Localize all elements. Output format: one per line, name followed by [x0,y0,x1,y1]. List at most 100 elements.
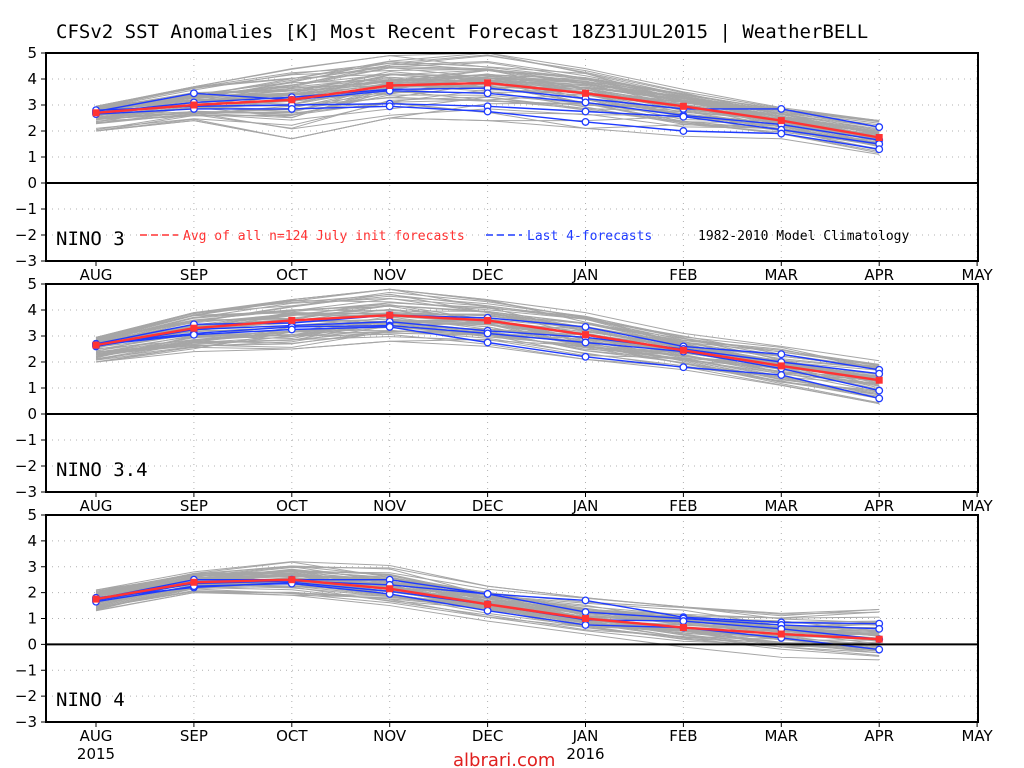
last4-forecast-point [875,145,884,154]
x-tick-label: JAN [572,727,599,745]
last4-forecast-point [483,329,492,338]
last4-forecast-point [287,104,296,113]
ensemble-member-line [95,288,880,370]
y-tick-label: 3 [27,558,37,576]
x-tick-label: APR [864,727,894,745]
last4-forecast-point [581,352,590,361]
ensemble-low-line [95,117,880,155]
x-tick-label: FEB [669,727,697,745]
y-tick-label: −3 [15,483,37,501]
last4-forecast-point [875,624,884,633]
avg-forecast-point [484,600,492,608]
y-tick-label: 3 [27,327,37,345]
x-tick-label: OCT [276,497,308,515]
avg-forecast-point [92,595,100,603]
x-tick-label: MAY [961,266,993,284]
avg-forecast-point [288,576,296,584]
last4-forecast-point [581,338,590,347]
last4-forecast-point [875,645,884,654]
last4-forecast-point [581,98,590,107]
last4-forecast-point [581,322,590,331]
x-tick-label: MAR [764,266,798,284]
last4-forecast-point [287,325,296,334]
x-tick-label: NOV [373,727,407,745]
avg-forecast-point [777,362,785,370]
ensemble-member-line [95,77,880,141]
y-tick-label: −2 [15,226,37,244]
ensemble-member-line [95,591,880,657]
y-tick-label: −3 [15,713,37,731]
y-tick-label: −1 [15,200,37,218]
chart-title: CFSv2 SST Anomalies [K] Most Recent Fore… [56,21,868,43]
panel-label: NINO 3.4 [56,459,148,481]
x-tick-label: OCT [276,727,308,745]
x-tick-label: DEC [472,727,504,745]
avg-forecast-point [679,346,687,354]
last4-forecast-point [385,102,394,111]
last4-forecast-point [777,371,786,379]
avg-forecast-point [582,89,589,97]
legend-avg-label: Avg of all n=124 July init forecasts [183,229,465,244]
avg-forecast-point [386,585,394,593]
avg-forecast-point [190,101,198,109]
x-tick-label: DEC [472,266,504,284]
last4-forecast-point [777,350,786,359]
ensemble-member-line [95,291,880,370]
y-tick-label: 2 [27,122,37,140]
ensemble-member-line [95,55,880,129]
avg-forecast-point [777,630,785,638]
avg-forecast-point [288,316,296,324]
avg-forecast-point [288,96,296,104]
x-tick-label: AUG [80,266,113,284]
avg-forecast-point [190,578,198,586]
y-tick-label: −2 [15,457,37,475]
y-tick-label: −1 [15,431,37,449]
year-label: 2015 [77,745,115,763]
x-tick-label: APR [864,497,894,515]
last4-forecast-point [777,104,786,113]
x-tick-label: FEB [669,266,697,284]
y-tick-label: 0 [27,405,37,423]
last4-forecast-point [581,621,590,629]
x-tick-label: APR [864,266,894,284]
last4-forecast-point [875,394,884,403]
ensemble-member-line [95,54,880,135]
watermark-text: albrari.com [453,750,555,768]
y-tick-label: 5 [27,506,37,524]
x-tick-label: AUG [80,727,113,745]
x-tick-label: DEC [472,497,504,515]
x-tick-label: NOV [373,266,407,284]
year-label: 2016 [566,745,604,763]
last4-forecast-point [875,369,884,378]
avg-forecast-point [679,102,687,110]
last4-forecast-point [483,589,492,598]
x-tick-label: SEP [180,497,208,515]
last4-forecast-point [483,107,492,116]
avg-forecast-point [484,79,492,87]
y-tick-label: 0 [27,635,37,653]
last4-forecast-point [875,386,884,395]
avg-forecast-point [190,324,198,332]
avg-forecast-point [484,316,492,324]
ensemble-member-line [95,60,880,140]
y-tick-label: 1 [27,148,37,166]
y-tick-label: 1 [27,379,37,397]
x-tick-label: JAN [572,266,599,284]
panel-2: −3 −2 −1 0 1 2 3 4 5 AUG SEP OCT NOV DEC JAN FEB MAR APR M… [15,275,994,515]
last4-forecast-point [679,112,688,121]
y-tick-label: 5 [27,275,37,293]
panel-1: −3 −2 −1 0 1 2 3 4 5 AUG SEP OCT NOV DEC JAN FEB MAR APR M… [15,44,994,284]
y-tick-label: 0 [27,174,37,192]
avg-forecast-point [875,635,883,643]
ensemble-high-line [95,561,880,614]
last4-forecast-point [581,608,590,616]
last4-forecast-point [679,127,688,135]
avg-forecast-point [582,331,589,339]
x-tick-label: MAY [961,727,993,745]
y-tick-label: −1 [15,661,37,679]
x-tick-label: AUG [80,497,113,515]
last4-forecast-point [679,363,688,372]
last4-forecast-point [581,107,590,116]
